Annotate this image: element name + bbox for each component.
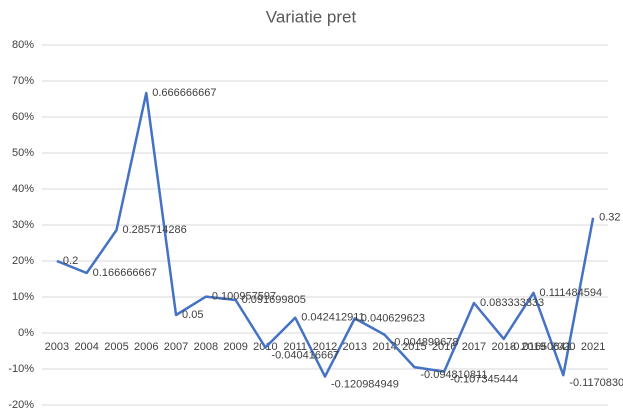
data-label: 0.100957597 [212, 291, 276, 303]
y-tick-label: 50% [12, 147, 34, 159]
data-label: -0.040416667 [271, 349, 339, 361]
data-label: -0.117083006 [569, 377, 623, 389]
data-label: 0.042412911 [301, 312, 364, 324]
y-tick-label: 70% [12, 75, 34, 87]
data-label: 0.32 [599, 212, 620, 224]
data-label: -0.004899678 [391, 337, 459, 349]
x-tick-label: 2016 [432, 341, 456, 353]
x-tick-label: 2003 [45, 341, 69, 353]
data-label: -0.094810811 [420, 369, 487, 381]
y-tick-label: 0% [18, 327, 34, 339]
x-tick-label: 2021 [581, 341, 605, 353]
x-tick-label: 2013 [343, 341, 367, 353]
x-tick-label: 2009 [223, 341, 247, 353]
chart-title: Variatie pret [266, 7, 357, 26]
data-label: -0.01650641 [510, 341, 572, 353]
data-label: 0.285714286 [122, 224, 186, 236]
data-label: -0.120984949 [331, 378, 399, 390]
x-tick-label: 2004 [74, 341, 98, 353]
x-tick-label: 2019 [521, 341, 545, 353]
x-tick-label: 2015 [402, 341, 426, 353]
data-label: 0.111484594 [540, 287, 603, 299]
data-label: 0.083333333 [480, 297, 544, 309]
y-tick-label: -10% [8, 363, 34, 375]
data-label: 0.166666667 [93, 267, 157, 279]
x-tick-label: 2018 [491, 341, 515, 353]
data-label: 0.666666667 [152, 87, 216, 99]
x-tick-label: 2017 [462, 341, 486, 353]
y-tick-label: -20% [8, 399, 34, 411]
x-tick-label: 2007 [164, 341, 188, 353]
x-tick-label: 2011 [283, 341, 307, 353]
data-label: 0.2 [63, 255, 78, 267]
data-label: 0.091699805 [242, 294, 306, 306]
data-label: 0.05 [182, 309, 203, 321]
data-label: -0.107345444 [450, 374, 518, 386]
y-tick-label: 30% [12, 219, 34, 231]
y-tick-label: 60% [12, 111, 34, 123]
y-tick-label: 80% [12, 39, 34, 51]
line [56, 91, 595, 378]
data-label: 0.040629623 [361, 312, 425, 324]
x-tick-label: 2014 [372, 341, 396, 353]
x-tick-label: 2012 [313, 341, 337, 353]
x-tick-label: 2006 [134, 341, 158, 353]
y-tick-label: 40% [12, 183, 34, 195]
x-tick-label: 2008 [194, 341, 218, 353]
x-tick-label: 2005 [104, 341, 128, 353]
y-tick-label: 10% [12, 291, 34, 303]
y-tick-label: 20% [12, 255, 34, 267]
